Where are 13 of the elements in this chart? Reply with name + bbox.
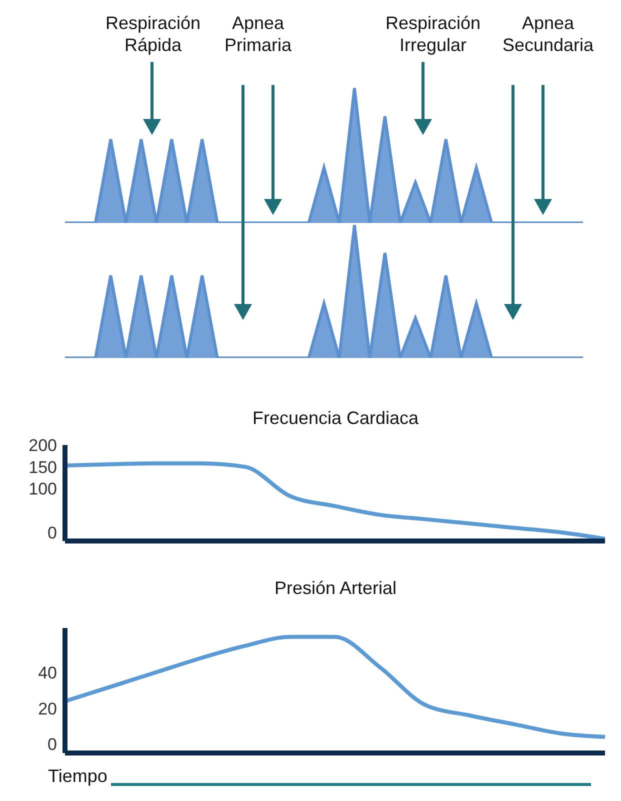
- text: Respiración Rápida: [104, 12, 202, 56]
- x-axis-title: Tiempo: [48, 766, 108, 787]
- text: Apnea Secundaria: [501, 13, 595, 56]
- y-tick-label: 200: [28, 436, 57, 456]
- y-tick-label: 0: [48, 523, 57, 542]
- y-tick-label: 40: [38, 664, 57, 683]
- y-tick-label: 20: [38, 699, 57, 718]
- y-tick-label: 0: [48, 735, 57, 754]
- chart-title: Frecuencia Cardiaca: [251, 408, 420, 430]
- text: Respiración Irregular: [384, 12, 482, 56]
- y-tick-label: 100: [28, 480, 57, 499]
- y-tick-label: 150: [28, 458, 57, 477]
- chart-title: Presión Arterial: [273, 578, 398, 600]
